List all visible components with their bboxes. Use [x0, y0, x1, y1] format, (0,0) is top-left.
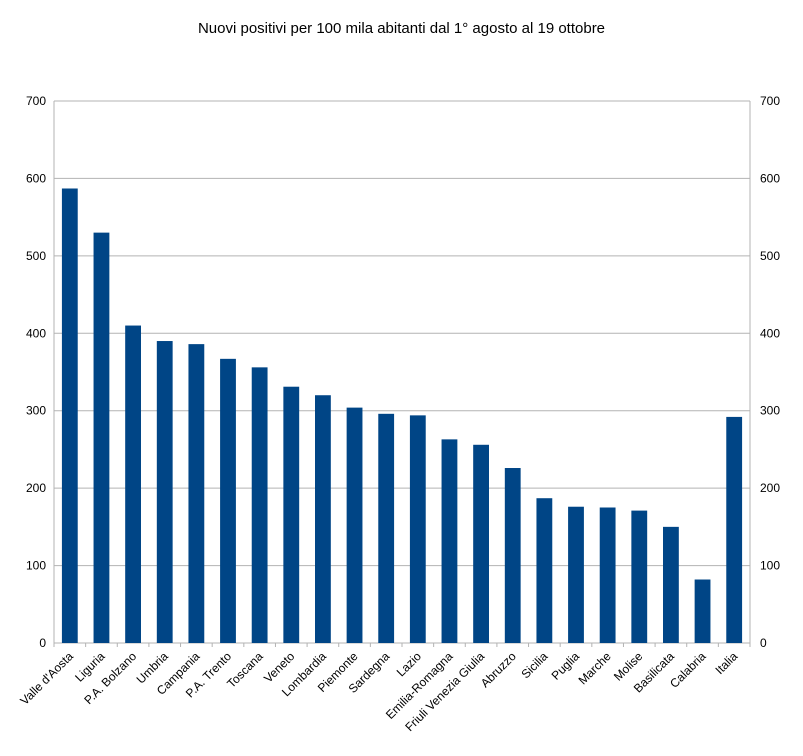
y-tick-label-left: 100 — [26, 559, 46, 573]
y-tick-label-left: 700 — [26, 94, 46, 108]
bar — [694, 579, 711, 643]
bar — [283, 386, 300, 643]
y-axis-right-ticks: 0 100 200 300 400 500 600 700 — [760, 94, 780, 650]
axes — [53, 101, 751, 647]
bar — [473, 444, 489, 643]
chart-title: Nuovi positivi per 100 mila abitanti dal… — [197, 20, 606, 37]
bar — [251, 367, 268, 643]
bar — [378, 413, 395, 643]
bar — [61, 188, 78, 643]
bar — [631, 510, 648, 643]
y-tick-label-left: 600 — [26, 171, 46, 185]
x-category-label: Abruzzo — [478, 649, 519, 690]
bar — [663, 526, 679, 643]
y-tick-label-right: 100 — [760, 559, 780, 573]
y-tick-label-right: 300 — [760, 404, 780, 418]
y-tick-label-right: 600 — [760, 171, 780, 185]
x-category-label: Calabria — [667, 649, 709, 691]
bar — [536, 498, 553, 643]
bar — [315, 395, 331, 643]
y-tick-label-left: 300 — [26, 404, 46, 418]
bar — [220, 358, 236, 643]
bar — [93, 232, 110, 643]
y-tick-label-right: 0 — [760, 636, 767, 650]
y-tick-label-left: 500 — [26, 249, 46, 263]
y-tick-label-left: 200 — [26, 481, 46, 495]
bar — [409, 415, 426, 643]
x-category-label: Sicilia — [518, 649, 550, 681]
x-category-label: Toscana — [224, 649, 266, 691]
y-tick-label-right: 400 — [760, 326, 780, 340]
bar — [504, 468, 521, 643]
bar — [441, 439, 458, 643]
bars — [61, 188, 743, 643]
y-axis-left-ticks: 0 100 200 300 400 500 600 700 — [26, 94, 46, 650]
bar — [346, 407, 363, 643]
x-category-label: Marche — [576, 649, 614, 687]
y-tick-label-right: 700 — [760, 94, 780, 108]
x-category-label: Valle d'Aosta — [17, 649, 76, 708]
bar — [726, 416, 743, 643]
y-tick-label-left: 400 — [26, 326, 46, 340]
bar — [599, 507, 616, 643]
bar — [188, 344, 205, 643]
y-tick-label-right: 500 — [760, 249, 780, 263]
x-category-label: Italia — [712, 649, 740, 677]
bar — [125, 325, 141, 643]
bar — [568, 506, 584, 643]
y-tick-label-left: 0 — [39, 636, 46, 650]
y-tick-label-right: 200 — [760, 481, 780, 495]
bar — [156, 341, 173, 643]
